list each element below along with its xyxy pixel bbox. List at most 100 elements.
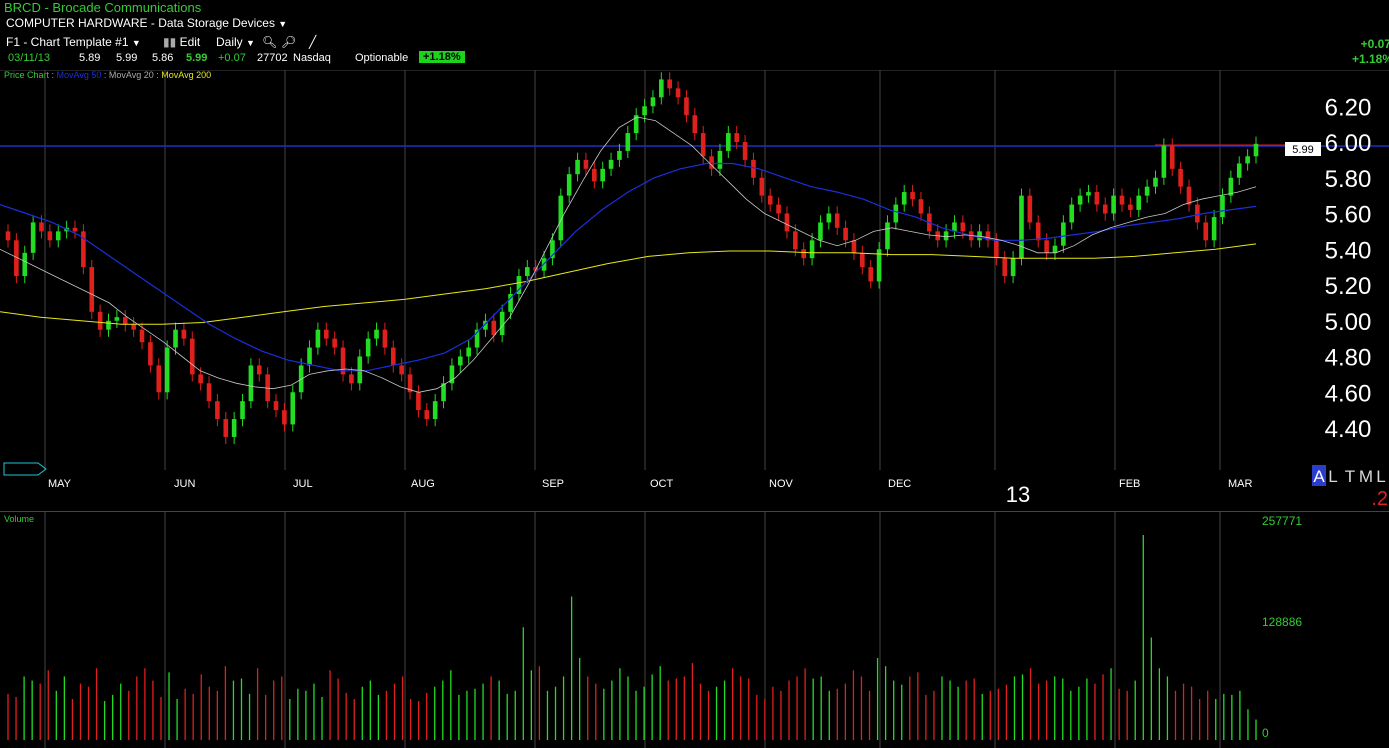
- candle-body: [550, 240, 555, 259]
- ma200-line: [0, 243, 1257, 325]
- candle-body: [499, 311, 505, 336]
- timeframe-l2[interactable]: L: [1376, 467, 1385, 486]
- candle-body: [592, 168, 597, 182]
- edit-button[interactable]: ▮▮ Edit: [163, 35, 200, 49]
- candle-body: [709, 156, 714, 169]
- candle-body: [558, 195, 564, 241]
- candle-body: [625, 133, 631, 151]
- candle-body: [918, 199, 924, 214]
- bars-icon: ▮▮: [163, 35, 177, 49]
- candle-body: [47, 231, 53, 241]
- candle-body: [1061, 222, 1066, 246]
- price-tick-label: 6.20: [1325, 94, 1372, 121]
- candle-body: [457, 356, 463, 366]
- candle-body: [22, 252, 28, 277]
- candle-body: [868, 267, 874, 282]
- candle-body: [684, 97, 689, 116]
- timeframe-l[interactable]: L: [1328, 467, 1337, 486]
- candle-body: [717, 150, 723, 169]
- toolbar: F1 - Chart Template #1 ▼ ▮▮ Edit Daily ▼…: [0, 33, 1389, 51]
- candle-body: [131, 324, 136, 330]
- candle-body: [910, 192, 915, 200]
- candle-body: [1052, 245, 1058, 253]
- candle-body: [960, 222, 966, 232]
- candle-body: [399, 365, 404, 375]
- candle-body: [1220, 195, 1225, 218]
- month-label: SEP: [542, 478, 564, 490]
- month-label: OCT: [650, 478, 674, 490]
- timeframe-a[interactable]: A: [1313, 467, 1325, 486]
- candle-body: [834, 213, 840, 228]
- candle-body: [122, 317, 128, 325]
- candle-body: [801, 249, 807, 259]
- candle-body: [1119, 195, 1125, 205]
- title-text: BRCD - Brocade Communications: [4, 0, 202, 15]
- volume-chart[interactable]: Volume 257771 128886 0: [0, 512, 1389, 748]
- price-tick-label: 5.20: [1325, 273, 1372, 300]
- candle-body: [1211, 217, 1217, 241]
- candle-body: [81, 231, 86, 268]
- candle-body: [1027, 195, 1033, 223]
- symbol-title: BRCD - Brocade Communications: [0, 0, 1389, 16]
- current-price-tag-text: 5.99: [1292, 144, 1313, 156]
- candle-body: [742, 142, 748, 160]
- legend-ma20: MovAvg 20: [108, 70, 154, 80]
- candle-body: [365, 338, 371, 357]
- candlestick-series: [5, 72, 1259, 445]
- candle-body: [818, 222, 823, 241]
- industry-row[interactable]: COMPUTER HARDWARE - Data Storage Devices…: [0, 16, 1389, 32]
- candle-body: [382, 329, 388, 348]
- candle-body: [189, 338, 195, 375]
- optionable-label: Optionable: [355, 52, 409, 64]
- template-dropdown[interactable]: F1 - Chart Template #1 ▼: [6, 35, 141, 49]
- candle-body: [516, 276, 522, 294]
- candle-body: [1019, 195, 1024, 259]
- candle-body: [826, 213, 832, 223]
- price-tick-label: 5.80: [1325, 166, 1372, 193]
- candle-body: [148, 342, 153, 366]
- candle-body: [759, 177, 765, 196]
- quote-change: +0.07: [218, 52, 246, 64]
- candle-body: [290, 392, 296, 425]
- candle-body: [667, 79, 672, 89]
- candle-body: [784, 213, 790, 232]
- timeframe-a-bg: [1312, 465, 1326, 486]
- candle-body: [315, 329, 321, 348]
- price-chart[interactable]: 6.20 6.00 5.80 5.60 5.40 5.20 5.00 4.80 4.60 4.40…: [0, 70, 1389, 512]
- candle-body: [449, 365, 455, 384]
- candle-body: [390, 347, 396, 366]
- month-label: FEB: [1119, 478, 1140, 490]
- zoom-in-icon[interactable]: 🔍︎: [262, 35, 278, 49]
- candle-body: [575, 159, 580, 175]
- timeframe-t[interactable]: T: [1345, 467, 1355, 486]
- candle-body: [1245, 156, 1250, 164]
- candle-body: [407, 374, 413, 393]
- legend-price-chart: Price Chart: [4, 70, 50, 80]
- candle-body: [474, 329, 480, 348]
- volume-tick-zero: 0: [1262, 726, 1269, 740]
- chevron-down-icon: ▼: [246, 38, 255, 48]
- candle-body: [106, 320, 111, 330]
- candle-body: [1002, 258, 1008, 277]
- timeframe-m[interactable]: M: [1359, 467, 1373, 486]
- candle-body: [851, 240, 857, 253]
- candle-body: [491, 320, 497, 336]
- month-axis: MAY JUN JUL AUG SEP OCT NOV DEC FEB MAR: [48, 478, 1253, 490]
- quote-row: 03/11/13 5.89 5.99 5.86 5.99 +0.07 27702…: [0, 51, 1389, 68]
- industry-text: COMPUTER HARDWARE - Data Storage Devices: [6, 16, 275, 30]
- candle-body: [994, 240, 999, 259]
- candle-body: [1044, 240, 1049, 253]
- zoom-out-icon[interactable]: 🔎︎: [281, 35, 297, 49]
- draw-line-icon[interactable]: ╱: [309, 35, 317, 49]
- candle-body: [524, 267, 530, 277]
- quote-low: 5.86: [152, 52, 174, 64]
- scroll-handle[interactable]: [3, 462, 47, 476]
- candle-body: [617, 150, 622, 160]
- candle-body: [5, 231, 11, 241]
- candle-body: [700, 133, 706, 157]
- price-tick-label: 4.60: [1325, 380, 1372, 407]
- period-dropdown[interactable]: Daily ▼: [216, 35, 255, 49]
- chevron-down-icon[interactable]: ▼: [278, 19, 288, 29]
- indicator-legend: Price Chart : MovAvg 50 : MovAvg 20 : Mo…: [4, 70, 212, 80]
- candle-body: [1236, 163, 1242, 178]
